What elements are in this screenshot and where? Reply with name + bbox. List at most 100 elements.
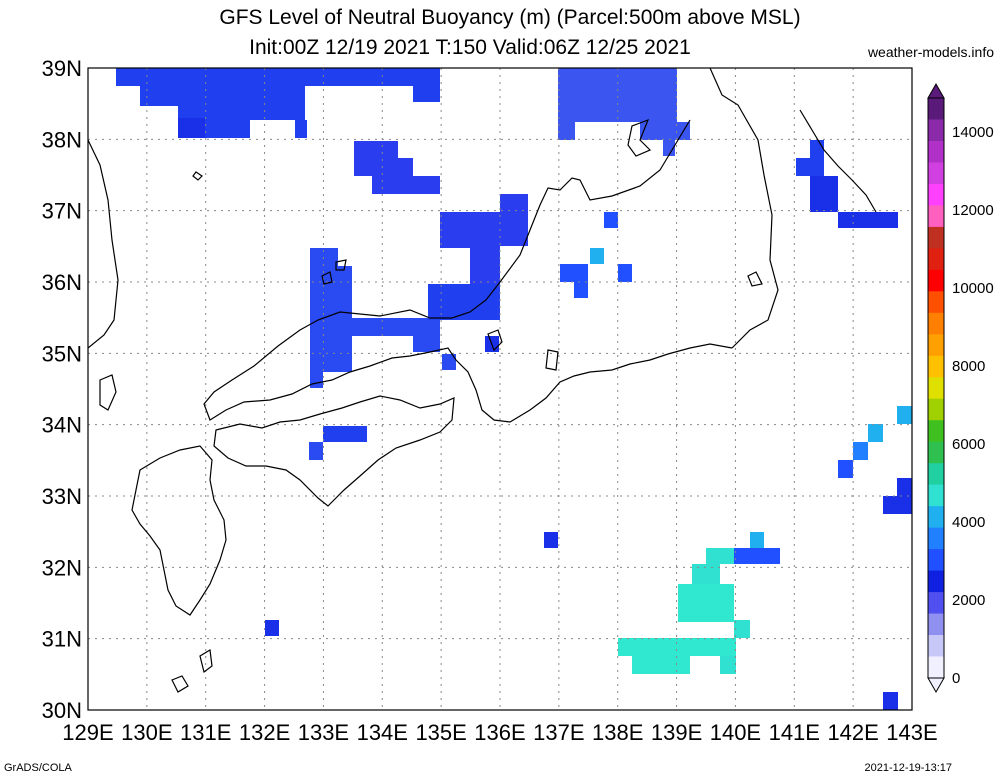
colorbar-swatch bbox=[928, 441, 944, 464]
shade-region bbox=[883, 692, 898, 710]
colorbar-top-arrow bbox=[927, 82, 945, 99]
tsushima-island bbox=[99, 374, 117, 411]
colorbar-swatch bbox=[928, 355, 944, 378]
hokkaido-coast bbox=[799, 109, 877, 213]
lon-label: 141E bbox=[769, 720, 820, 745]
colorbar-swatch bbox=[928, 570, 944, 593]
lon-label: 138E bbox=[592, 720, 643, 745]
islet bbox=[321, 271, 333, 285]
shade-region bbox=[354, 141, 528, 284]
site-label: weather-models.info bbox=[867, 44, 994, 60]
islet bbox=[335, 259, 347, 271]
shade-region bbox=[678, 584, 734, 622]
lon-label: 129E bbox=[62, 720, 113, 745]
lat-label: 34N bbox=[42, 413, 82, 438]
shade-region bbox=[692, 564, 720, 584]
shade-region bbox=[558, 68, 690, 156]
islet bbox=[199, 649, 213, 674]
coastlines bbox=[88, 68, 877, 693]
colorbar-swatch bbox=[928, 162, 944, 185]
colorbar-swatch bbox=[928, 98, 944, 120]
lat-label: 35N bbox=[42, 341, 82, 366]
colorbar-swatch bbox=[928, 613, 944, 636]
lon-label: 143E bbox=[886, 720, 937, 745]
shade-region bbox=[706, 548, 734, 564]
lon-label: 131E bbox=[180, 720, 231, 745]
lat-label: 33N bbox=[42, 484, 82, 509]
buoyancy-shading bbox=[116, 68, 912, 710]
colorbar-swatch bbox=[928, 549, 944, 572]
colorbar-frame bbox=[927, 97, 945, 679]
map-subtitle: Init:00Z 12/19 2021 T:150 Valid:06Z 12/2… bbox=[249, 36, 691, 59]
shade-region bbox=[838, 460, 853, 478]
shade-region bbox=[632, 656, 690, 674]
colorbar-label: 12000 bbox=[952, 202, 994, 219]
lon-label: 132E bbox=[239, 720, 290, 745]
shade-region bbox=[295, 120, 307, 138]
colorbar-swatch bbox=[928, 484, 944, 507]
shade-region bbox=[838, 212, 898, 228]
lon-label: 142E bbox=[827, 720, 878, 745]
shade-region bbox=[323, 426, 367, 442]
korea-coast bbox=[88, 139, 119, 349]
colorbar-swatch bbox=[928, 377, 944, 400]
shade-region bbox=[810, 140, 824, 158]
colorbar-label: 8000 bbox=[952, 358, 985, 375]
shade-region bbox=[116, 68, 440, 138]
footer-timestamp: 2021-12-19-13:17 bbox=[864, 762, 952, 774]
islet bbox=[171, 675, 189, 693]
graticule bbox=[88, 68, 912, 710]
lon-label: 136E bbox=[474, 720, 525, 745]
lon-label: 139E bbox=[651, 720, 702, 745]
lat-label: 30N bbox=[42, 698, 82, 723]
latitude-labels: 39N 38N 37N 36N 35N 34N 33N 32N 31N 30N bbox=[42, 56, 82, 723]
shade-region bbox=[897, 406, 912, 424]
shade-region bbox=[590, 248, 604, 264]
lat-label: 36N bbox=[42, 270, 82, 295]
shade-region bbox=[796, 158, 824, 176]
longitude-labels: 129E 130E 131E 132E 133E 134E 135E 136E 137E 138E… bbox=[62, 720, 937, 745]
colorbar-swatch bbox=[928, 463, 944, 486]
colorbar-swatch bbox=[928, 291, 944, 314]
islet bbox=[487, 329, 503, 352]
islet bbox=[747, 271, 763, 287]
lon-label: 134E bbox=[357, 720, 408, 745]
shade-region bbox=[853, 442, 868, 460]
shade-region bbox=[560, 264, 588, 282]
shade-region bbox=[265, 620, 279, 636]
shade-region bbox=[574, 282, 588, 298]
shade-region bbox=[883, 496, 912, 514]
shade-region bbox=[442, 354, 456, 370]
shade-region bbox=[544, 532, 558, 548]
honshu-coast bbox=[203, 119, 733, 423]
lon-label: 140E bbox=[710, 720, 761, 745]
colorbar-swatch bbox=[928, 183, 944, 206]
colorbar-swatch bbox=[928, 248, 944, 271]
shade-region bbox=[178, 118, 205, 138]
shade-region bbox=[604, 212, 618, 228]
lon-label: 130E bbox=[121, 720, 172, 745]
colorbar-label: 14000 bbox=[952, 124, 994, 141]
colorbar-swatch bbox=[928, 226, 944, 249]
shade-region bbox=[897, 478, 912, 496]
colorbar-swatch bbox=[928, 312, 944, 335]
lon-label: 137E bbox=[533, 720, 584, 745]
lon-label: 135E bbox=[415, 720, 466, 745]
lon-label: 133E bbox=[298, 720, 349, 745]
colorbar-label: 6000 bbox=[952, 436, 985, 453]
shade-region bbox=[309, 442, 323, 460]
shade-region bbox=[734, 620, 750, 638]
colorbar-label: 2000 bbox=[952, 592, 985, 609]
colorbar-swatch bbox=[928, 635, 944, 658]
shade-region bbox=[810, 176, 838, 212]
colorbar-label: 0 bbox=[952, 670, 960, 687]
map-title: GFS Level of Neutral Buoyancy (m) (Parce… bbox=[219, 6, 801, 29]
kyushu-coast bbox=[131, 445, 227, 616]
colorbar-bottom-arrow bbox=[927, 677, 945, 694]
colorbar-swatch bbox=[928, 269, 944, 292]
lat-label: 37N bbox=[42, 199, 82, 224]
shade-region bbox=[750, 532, 764, 548]
islet bbox=[545, 349, 559, 371]
colorbar-label: 10000 bbox=[952, 280, 994, 297]
colorbar-swatch bbox=[928, 420, 944, 443]
